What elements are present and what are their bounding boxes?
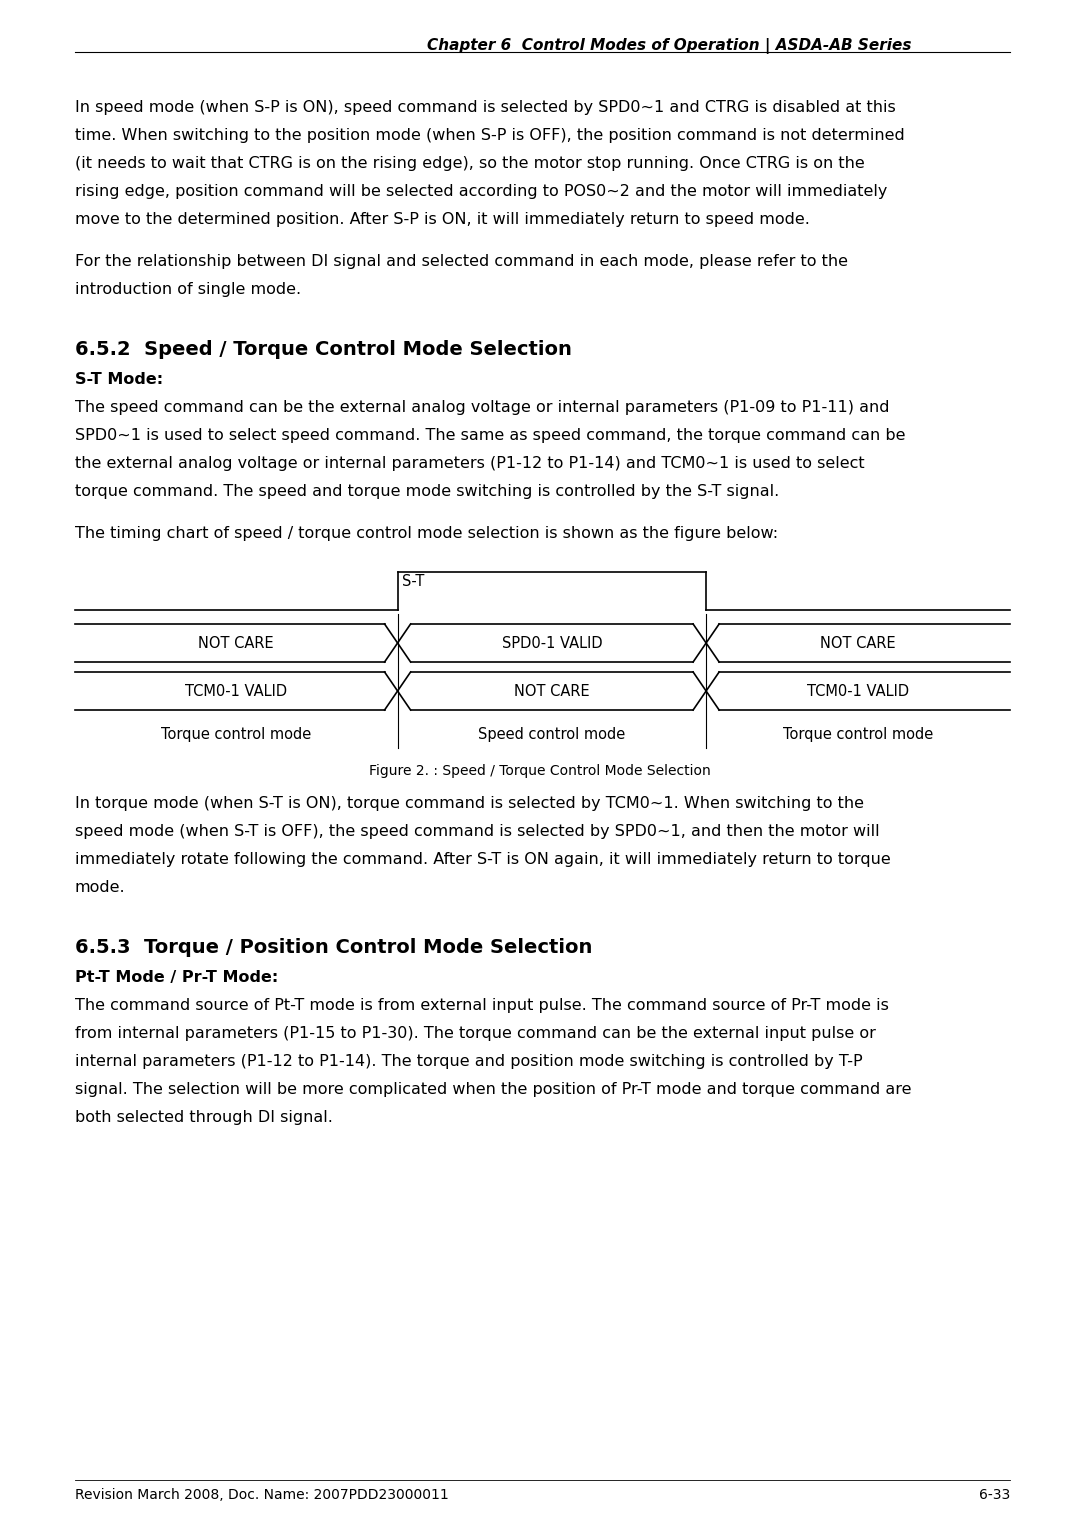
Text: TCM0-1 VALID: TCM0-1 VALID: [807, 683, 909, 698]
Text: Torque control mode: Torque control mode: [783, 726, 933, 741]
Text: (it needs to wait that CTRG is on the rising edge), so the motor stop running. O: (it needs to wait that CTRG is on the ri…: [75, 156, 865, 171]
Text: SPD0~1 is used to select speed command. The same as speed command, the torque co: SPD0~1 is used to select speed command. …: [75, 428, 905, 443]
Text: The timing chart of speed / torque control mode selection is shown as the figure: The timing chart of speed / torque contr…: [75, 526, 778, 541]
Text: Speed control mode: Speed control mode: [478, 726, 625, 741]
Text: signal. The selection will be more complicated when the position of Pr-T mode an: signal. The selection will be more compl…: [75, 1082, 912, 1097]
Text: In speed mode (when S-P is ON), speed command is selected by SPD0~1 and CTRG is : In speed mode (when S-P is ON), speed co…: [75, 99, 895, 115]
Text: 6.5.3  Torque / Position Control Mode Selection: 6.5.3 Torque / Position Control Mode Sel…: [75, 938, 592, 957]
Text: rising edge, position command will be selected according to POS0~2 and the motor: rising edge, position command will be se…: [75, 183, 888, 199]
Text: SPD0-1 VALID: SPD0-1 VALID: [501, 636, 603, 651]
Text: from internal parameters (P1-15 to P1-30). The torque command can be the externa: from internal parameters (P1-15 to P1-30…: [75, 1025, 876, 1041]
Text: Revision March 2008, Doc. Name: 2007PDD23000011: Revision March 2008, Doc. Name: 2007PDD2…: [75, 1488, 449, 1502]
Text: Pt-T Mode / Pr-T Mode:: Pt-T Mode / Pr-T Mode:: [75, 970, 279, 986]
Text: TCM0-1 VALID: TCM0-1 VALID: [186, 683, 287, 698]
Text: For the relationship between DI signal and selected command in each mode, please: For the relationship between DI signal a…: [75, 254, 848, 269]
Text: internal parameters (P1-12 to P1-14). The torque and position mode switching is : internal parameters (P1-12 to P1-14). Th…: [75, 1054, 863, 1070]
Text: time. When switching to the position mode (when S-P is OFF), the position comman: time. When switching to the position mod…: [75, 128, 905, 144]
Text: In torque mode (when S-T is ON), torque command is selected by TCM0~1. When swit: In torque mode (when S-T is ON), torque …: [75, 796, 864, 811]
Text: both selected through DI signal.: both selected through DI signal.: [75, 1109, 333, 1125]
Text: S-T: S-T: [402, 575, 424, 588]
Text: NOT CARE: NOT CARE: [514, 683, 590, 698]
Text: mode.: mode.: [75, 880, 125, 895]
Text: NOT CARE: NOT CARE: [199, 636, 274, 651]
Text: The command source of Pt-T mode is from external input pulse. The command source: The command source of Pt-T mode is from …: [75, 998, 889, 1013]
Text: Torque control mode: Torque control mode: [161, 726, 311, 741]
Text: speed mode (when S-T is OFF), the speed command is selected by SPD0~1, and then : speed mode (when S-T is OFF), the speed …: [75, 824, 879, 839]
Text: Figure 2. : Speed / Torque Control Mode Selection: Figure 2. : Speed / Torque Control Mode …: [369, 764, 711, 778]
Text: NOT CARE: NOT CARE: [820, 636, 896, 651]
Text: introduction of single mode.: introduction of single mode.: [75, 283, 301, 296]
Text: 6-33: 6-33: [978, 1488, 1010, 1502]
Text: move to the determined position. After S-P is ON, it will immediately return to : move to the determined position. After S…: [75, 212, 810, 228]
Text: The speed command can be the external analog voltage or internal parameters (P1-: The speed command can be the external an…: [75, 400, 890, 416]
Text: 6.5.2  Speed / Torque Control Mode Selection: 6.5.2 Speed / Torque Control Mode Select…: [75, 341, 572, 359]
Text: torque command. The speed and torque mode switching is controlled by the S-T sig: torque command. The speed and torque mod…: [75, 484, 780, 500]
Text: Chapter 6  Control Modes of Operation | ASDA-AB Series: Chapter 6 Control Modes of Operation | A…: [428, 38, 912, 53]
Text: immediately rotate following the command. After S-T is ON again, it will immedia: immediately rotate following the command…: [75, 853, 891, 866]
Text: the external analog voltage or internal parameters (P1-12 to P1-14) and TCM0~1 i: the external analog voltage or internal …: [75, 455, 865, 471]
Text: S-T Mode:: S-T Mode:: [75, 371, 163, 387]
